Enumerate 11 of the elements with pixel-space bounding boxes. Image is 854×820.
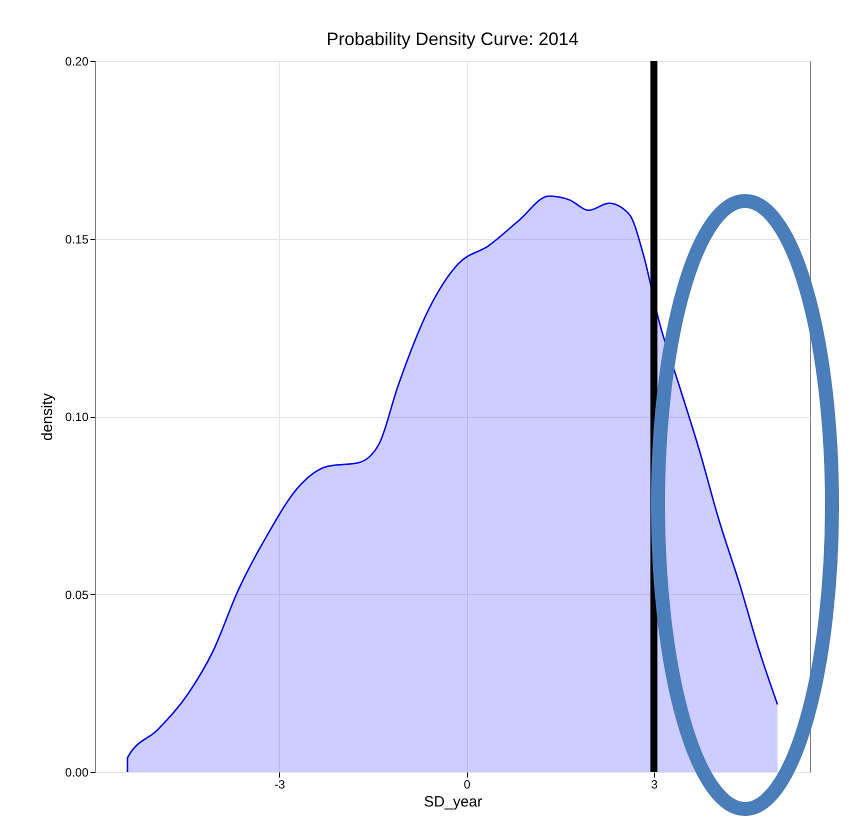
x-tick-label: 0	[464, 778, 471, 792]
x-tick-label: 3	[651, 778, 658, 792]
y-tick-label: 0.15	[65, 232, 89, 246]
y-axis-title: density	[39, 392, 56, 441]
y-tick-label: 0.00	[65, 766, 89, 780]
y-tick-label: 0.10	[65, 410, 89, 424]
chart-title: Probability Density Curve: 2014	[326, 29, 579, 49]
y-tick-label: 0.20	[65, 54, 89, 68]
x-axis-title: SD_year	[424, 794, 482, 810]
x-tick-label: -3	[274, 778, 286, 792]
y-tick-label: 0.05	[65, 588, 89, 602]
